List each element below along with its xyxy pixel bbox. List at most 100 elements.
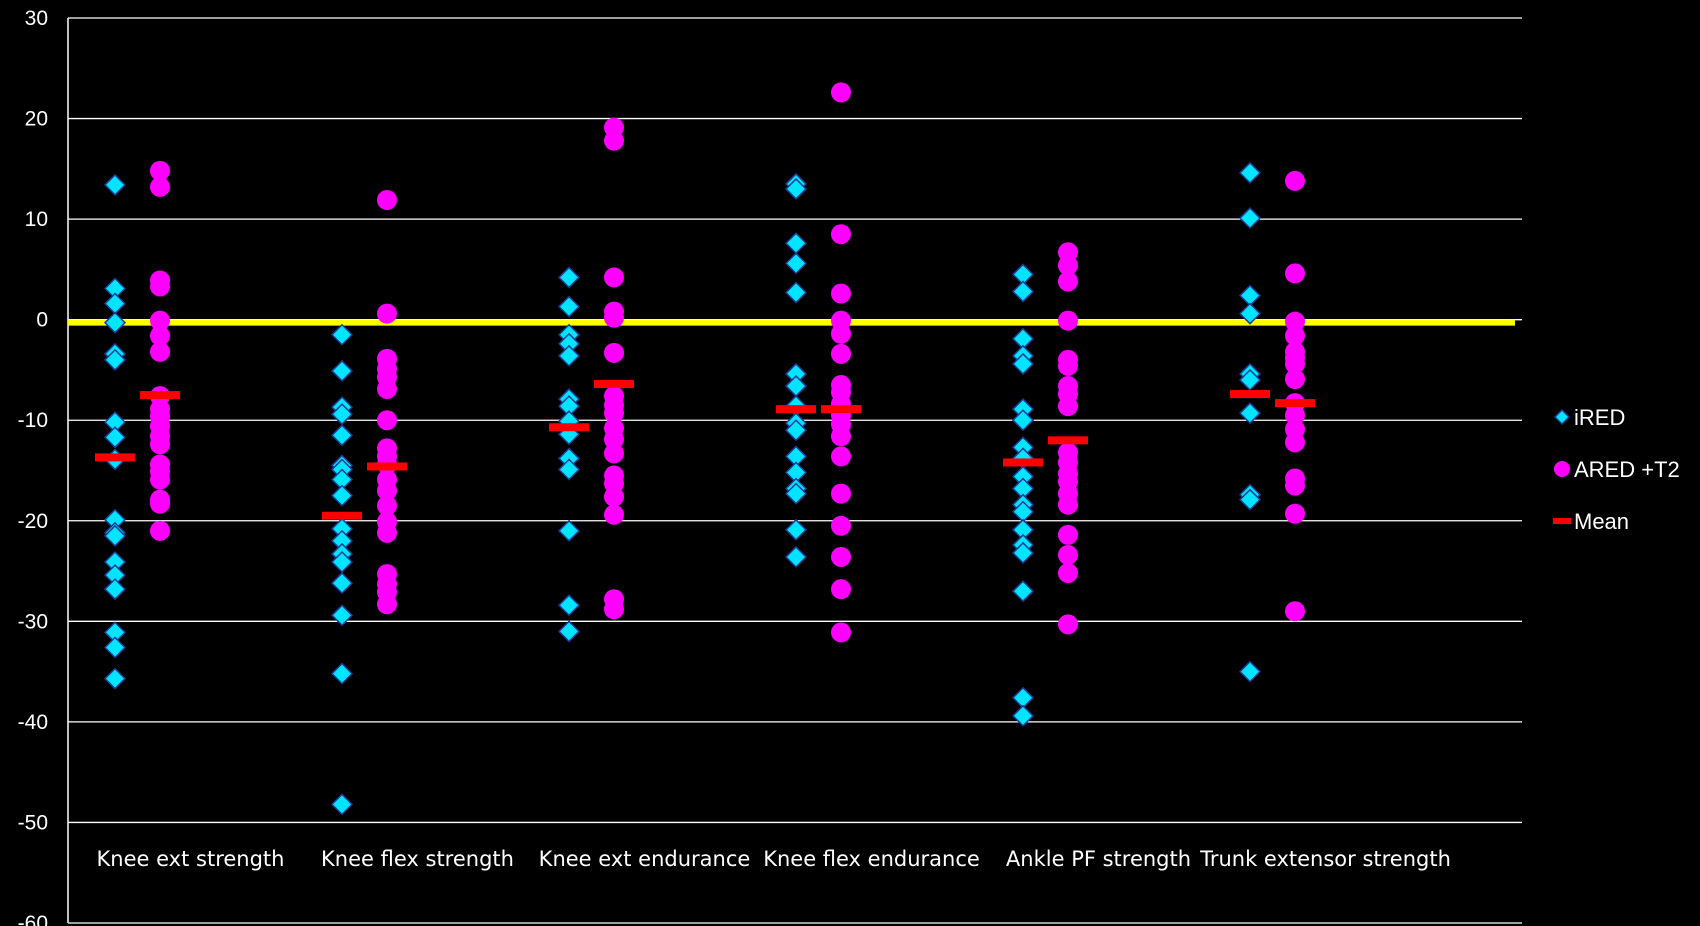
- ARED-point: [377, 495, 397, 516]
- iRED-point: [1238, 302, 1262, 325]
- ARED-mean-mark: [594, 380, 634, 389]
- iRED-mean-mark: [776, 405, 816, 414]
- ARED-point: [831, 323, 851, 344]
- iRED-mean-mark: [1230, 390, 1270, 399]
- iRED-point: [103, 426, 127, 449]
- iRED-point: [330, 484, 354, 507]
- ARED-point: [831, 446, 851, 467]
- category-label: Knee flex endurance: [763, 847, 980, 871]
- iRED-point: [1238, 207, 1262, 230]
- iRED-point: [330, 662, 354, 685]
- ARED-point: [831, 483, 851, 504]
- ARED-point: [1285, 503, 1305, 524]
- legend-label: Mean: [1574, 509, 1629, 534]
- iRED-point: [1238, 161, 1262, 184]
- ARED-point: [604, 307, 624, 328]
- ARED-point: [1285, 432, 1305, 453]
- ARED-point: [604, 504, 624, 525]
- ARED-point: [1058, 255, 1078, 276]
- iRED-point: [557, 594, 581, 617]
- iRED-point: [103, 578, 127, 601]
- ARED-point: [150, 310, 170, 331]
- iRED-point: [784, 252, 808, 275]
- iRED-point: [557, 295, 581, 318]
- iRED-point: [330, 550, 354, 574]
- iRED-point: [1011, 580, 1035, 603]
- ARED-point: [831, 579, 851, 600]
- ARED-point: [831, 343, 851, 364]
- ARED-point: [377, 410, 397, 431]
- iRED-mean-mark: [1003, 458, 1043, 467]
- iRED-point: [330, 359, 354, 383]
- ARED-point: [604, 342, 624, 363]
- ARED-point: [150, 434, 170, 455]
- legend-ARED-marker: [1554, 461, 1570, 477]
- iRED-point: [103, 667, 127, 690]
- data-points: [95, 82, 1315, 816]
- ARED-point: [150, 520, 170, 541]
- ARED-point: [1285, 325, 1305, 346]
- iRED-mean-mark: [95, 453, 135, 462]
- legend-iRED-marker: [1553, 408, 1571, 426]
- y-tick-label: -20: [18, 510, 48, 533]
- iRED-point: [784, 281, 808, 304]
- y-tick-label: -50: [18, 811, 48, 834]
- ARED-point: [1058, 271, 1078, 292]
- iRED-point: [103, 636, 127, 659]
- iRED-point: [784, 482, 808, 505]
- legend-label: iRED: [1574, 405, 1625, 430]
- iRED-point: [330, 793, 354, 816]
- ARED-point: [1285, 475, 1305, 496]
- iRED-point: [103, 173, 127, 196]
- ARED-point: [1058, 544, 1078, 565]
- iRED-point: [557, 620, 581, 643]
- iRED-point: [557, 344, 581, 367]
- ARED-point: [1285, 601, 1305, 622]
- iRED-point: [557, 266, 581, 289]
- category-labels: Knee ext strength Knee flex strength Knee …: [97, 847, 1451, 871]
- ARED-point: [604, 599, 624, 620]
- ARED-point: [150, 469, 170, 490]
- ARED-point: [1058, 396, 1078, 417]
- iRED-point: [330, 323, 354, 346]
- y-axis: 30 20 10 0 -10 -20 -30 -40 -50 -60: [18, 7, 69, 926]
- iRED-point: [1238, 368, 1262, 392]
- iRED-mean-mark: [322, 511, 362, 520]
- y-tick-label: 0: [36, 309, 48, 332]
- ARED-point: [604, 130, 624, 151]
- iRED-point: [1238, 660, 1262, 683]
- iRED-point: [103, 524, 127, 547]
- ARED-point: [604, 429, 624, 450]
- ARED-point: [1058, 494, 1078, 515]
- ARED-point: [1058, 563, 1078, 584]
- ARED-point: [150, 176, 170, 197]
- category-label: Ankle PF strength: [1006, 847, 1191, 871]
- ARED-mean-mark: [1275, 399, 1315, 408]
- iRED-point: [330, 424, 354, 447]
- category-label: Trunk extensor strength: [1199, 847, 1451, 871]
- ARED-point: [1058, 310, 1078, 331]
- category-label: Knee ext endurance: [539, 847, 751, 871]
- iRED-point: [784, 518, 808, 541]
- iRED-point: [1011, 541, 1035, 565]
- ARED-mean-mark: [1048, 436, 1088, 445]
- ARED-point: [831, 82, 851, 103]
- ARED-point: [150, 341, 170, 362]
- y-tick-label: -30: [18, 610, 48, 633]
- iRED-point: [1238, 402, 1262, 425]
- ARED-point: [1285, 353, 1305, 374]
- iRED-point: [1011, 280, 1035, 303]
- ARED-point: [831, 283, 851, 304]
- ARED-point: [377, 190, 397, 211]
- iRED-point: [1011, 704, 1035, 727]
- ARED-point: [150, 276, 170, 297]
- iRED-point: [103, 348, 127, 371]
- ARED-point: [1285, 170, 1305, 191]
- ARED-point: [604, 403, 624, 424]
- ARED-point: [1058, 524, 1078, 545]
- y-tick-label: -10: [18, 409, 48, 432]
- ARED-point: [1285, 311, 1305, 332]
- ARED-point: [831, 515, 851, 536]
- iRED-point: [557, 519, 581, 542]
